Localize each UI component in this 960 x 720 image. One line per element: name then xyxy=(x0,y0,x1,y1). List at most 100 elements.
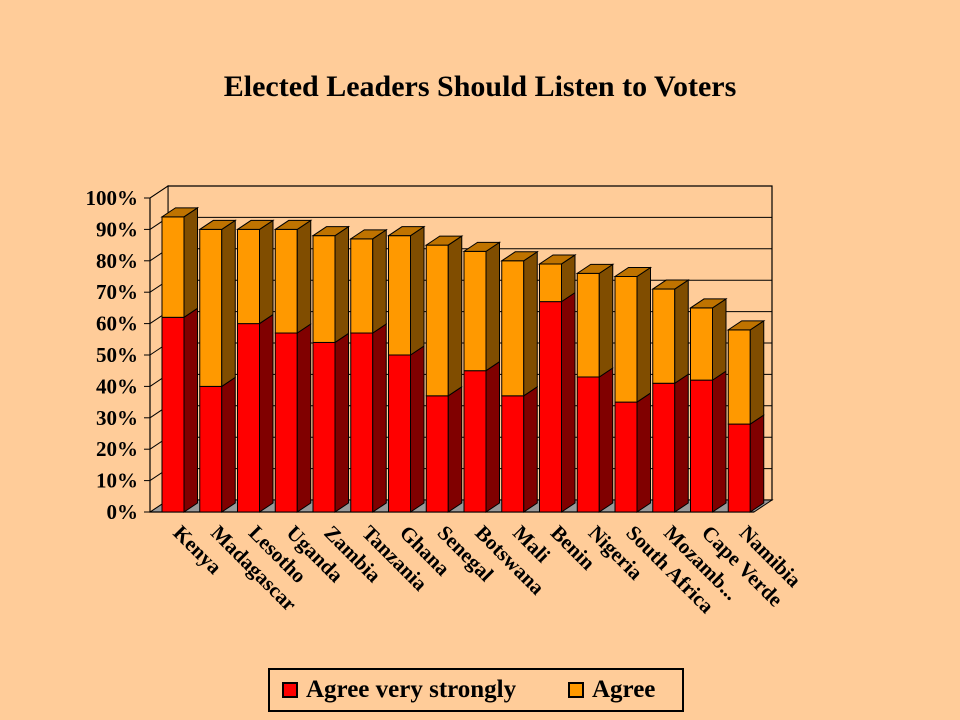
bar-top xyxy=(273,219,313,230)
bar-side-agree-very-strongly xyxy=(598,367,614,513)
y-tick-label: 60% xyxy=(96,312,138,336)
bar-front-agree xyxy=(425,244,449,397)
legend-label-agree-very-strongly: Agree very strongly xyxy=(306,676,517,703)
bar-side-agree-very-strongly xyxy=(447,385,463,513)
legend: Agree very strongly Agree xyxy=(268,668,684,712)
bar-top xyxy=(575,263,615,274)
bar-front-agree-very-strongly xyxy=(350,332,374,513)
bar-side-agree-very-strongly xyxy=(636,392,651,513)
bar-side-agree-very-strongly xyxy=(749,414,765,513)
bar-side-agree-very-strongly xyxy=(523,385,538,513)
bar-side-agree xyxy=(410,225,425,356)
bar-front-agree-very-strongly xyxy=(388,354,411,513)
bar-front-agree xyxy=(463,250,487,372)
bar-side-agree xyxy=(221,219,236,388)
bar-top xyxy=(386,226,426,237)
legend-label-agree: Agree xyxy=(592,676,656,703)
bar-top xyxy=(688,298,728,309)
y-tick-label: 10% xyxy=(96,469,138,493)
legend-item-agree-very-strongly: Agree very strongly xyxy=(282,676,516,704)
bar-front-agree xyxy=(652,288,676,384)
bar-front-agree-very-strongly xyxy=(614,401,638,513)
bar-front-agree-very-strongly xyxy=(576,376,600,513)
bar-front-agree-very-strongly xyxy=(652,382,676,513)
y-tick-label: 90% xyxy=(96,217,138,241)
bar-top xyxy=(235,219,275,230)
bar-side-agree-very-strongly xyxy=(410,345,425,513)
bar-front-agree xyxy=(614,276,638,403)
bar-top xyxy=(613,267,653,277)
bar-side-agree xyxy=(334,225,349,344)
bar-side-agree-very-strongly xyxy=(296,323,312,513)
bar-front-agree xyxy=(727,329,751,425)
bar-front-agree xyxy=(576,272,600,378)
bar-top xyxy=(311,226,351,237)
bar-side-agree xyxy=(749,319,765,426)
bar-front-agree-very-strongly xyxy=(463,370,487,513)
bar-front-agree-very-strongly xyxy=(539,301,562,513)
bar-top xyxy=(726,320,766,331)
bar-side-agree xyxy=(183,206,198,319)
bar-front-agree-very-strongly xyxy=(690,379,713,513)
bar-front-agree xyxy=(312,235,336,343)
bar-top xyxy=(349,229,388,240)
bar-top xyxy=(500,251,539,262)
bar-side-agree xyxy=(296,219,312,334)
bar-front-agree-very-strongly xyxy=(161,316,185,513)
y-tick-label: 70% xyxy=(96,280,138,304)
legend-item-agree: Agree xyxy=(568,676,655,704)
bar-front-agree xyxy=(161,216,185,318)
bar-front-agree xyxy=(274,228,298,334)
bar-top xyxy=(160,207,200,218)
bar-side-agree xyxy=(636,266,651,404)
bar-front-agree xyxy=(501,260,525,397)
bar-side-agree xyxy=(372,228,387,334)
bar-front-agree-very-strongly xyxy=(312,341,336,513)
bar-top xyxy=(462,241,502,252)
bar-side-agree-very-strongly xyxy=(674,373,689,513)
plot-area: 0%10%20%30%40%50%60%70%80%90%100%KenyaMa… xyxy=(86,185,806,618)
bar-side-agree-very-strongly xyxy=(372,323,387,513)
bar-side-agree xyxy=(259,219,274,325)
legend-swatch-agree xyxy=(568,682,584,698)
bar-front-agree xyxy=(199,228,223,387)
bar-top xyxy=(198,219,237,230)
bar-top xyxy=(651,279,690,290)
bar-side-agree xyxy=(485,241,500,372)
bar-side-agree-very-strongly xyxy=(561,291,576,513)
y-tick-label: 0% xyxy=(107,500,139,524)
bar-front-agree-very-strongly xyxy=(274,332,298,513)
y-tick-label: 80% xyxy=(96,249,138,273)
bar-front-agree-very-strongly xyxy=(199,385,223,513)
bar-front-agree-very-strongly xyxy=(501,395,525,513)
bar-side-agree xyxy=(447,235,463,397)
bar-side-agree-very-strongly xyxy=(485,360,500,513)
y-tick-label: 30% xyxy=(96,406,138,430)
bar-front-agree xyxy=(350,238,374,334)
bar-side-agree-very-strongly xyxy=(334,332,349,513)
y-tick-label: 20% xyxy=(96,437,138,461)
bar-side-agree-very-strongly xyxy=(712,370,727,513)
bar-side-agree-very-strongly xyxy=(183,307,198,513)
y-tick-label: 40% xyxy=(96,374,138,398)
bar-side-agree xyxy=(674,279,689,385)
bar-top xyxy=(537,254,577,265)
legend-swatch-agree-very-strongly xyxy=(282,682,298,698)
bar-front-agree-very-strongly xyxy=(237,323,260,513)
gridline xyxy=(149,185,772,199)
bar-side-agree xyxy=(523,250,538,397)
bar-side-agree-very-strongly xyxy=(259,313,274,513)
y-tick-label: 50% xyxy=(96,343,138,367)
bar-side-agree-very-strongly xyxy=(221,376,236,513)
chart-title: Elected Leaders Should Listen to Voters xyxy=(223,70,737,103)
y-tick-label: 100% xyxy=(86,186,139,210)
bar-side-agree xyxy=(712,297,727,382)
bar-side-agree xyxy=(598,263,614,378)
bar-front-agree-very-strongly xyxy=(727,423,751,513)
bar-front-agree xyxy=(690,307,713,381)
bar-front-agree-very-strongly xyxy=(425,395,449,513)
bar-front-agree xyxy=(388,235,411,356)
bar-front-agree xyxy=(539,263,562,303)
bar-top xyxy=(424,235,464,246)
